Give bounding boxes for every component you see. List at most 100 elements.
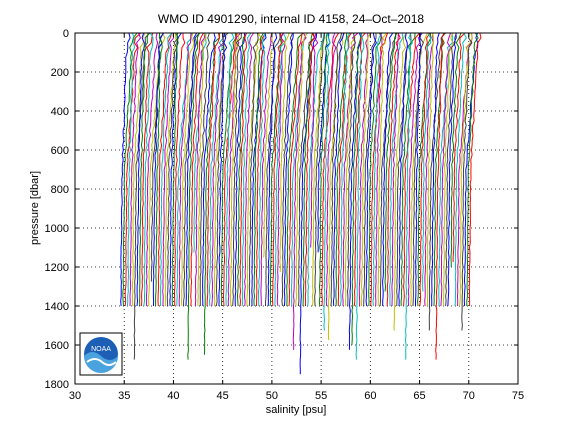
salinity-profile-line [173,32,186,306]
salinity-profile-line [236,32,248,307]
salinity-profile-line [355,32,365,360]
y-tick-label: 600 [51,145,69,157]
noaa-logo: NOAA [79,332,123,376]
salinity-profile-line [246,32,262,307]
salinity-profile-line [353,32,366,307]
y-tick-label: 1600 [45,340,69,352]
salinity-profile-line [248,32,259,307]
salinity-profile-line [155,32,163,306]
salinity-profile-line [276,32,286,307]
x-tick-label: 55 [315,390,327,402]
salinity-profile-line [171,32,179,307]
salinity-profile-line [157,32,173,307]
salinity-profile-line [129,32,142,307]
salinity-profile-line [131,32,146,307]
salinity-profile-line [351,32,363,346]
salinity-profile-line [159,32,173,306]
salinity-profile-line [299,32,318,375]
salinity-profile-line [292,32,307,350]
salinity-profile-line [166,32,179,307]
y-tick-label: 1800 [45,379,69,391]
salinity-profile-line [445,32,457,307]
salinity-profile-line [127,32,136,307]
y-tick-label: 1200 [45,262,69,274]
salinity-profile-line [197,32,207,307]
salinity-profile-line [360,32,372,307]
salinity-profile-line [370,32,389,307]
salinity-profile-line [145,32,159,307]
salinity-profile-line [194,33,205,307]
salinity-profile-line [344,32,356,307]
salinity-profile-line [375,32,383,307]
salinity-profile-line [260,32,273,306]
salinity-profile-line [283,32,294,307]
salinity-profile-line [452,32,466,263]
salinity-profile-line [365,32,377,307]
logo-text: NOAA [91,346,111,353]
salinity-profile-line [311,32,326,307]
chart-title: WMO ID 4901290, internal ID 4158, 24–Oct… [158,12,424,26]
salinity-profile-line [335,32,348,307]
salinity-profile-line [143,32,154,307]
salinity-profile-line [265,32,281,307]
salinity-profile-line [304,32,316,307]
salinity-profile-line [377,32,387,307]
salinity-profile-line [454,32,467,307]
salinity-profile-line [232,32,242,307]
salinity-profile-line [251,32,267,307]
salinity-profile-line [176,32,193,306]
salinity-profile-line [122,32,138,307]
salinity-profile-line [178,32,192,307]
salinity-profile-line [363,33,377,307]
salinity-profile-line [407,32,423,307]
salinity-profile-line [281,32,294,307]
salinity-profile-line [419,32,431,307]
y-tick-label: 1000 [45,223,69,235]
salinity-profile-line [241,32,252,307]
salinity-profile-line [239,32,247,307]
salinity-profile-line [314,32,326,307]
salinity-profile-line [202,32,216,306]
salinity-profile-line [379,32,397,307]
salinity-profile-line [222,32,238,307]
salinity-profile-line [339,32,351,307]
salinity-profile-line [450,32,462,268]
salinity-profile-line [133,32,151,360]
x-tick-label: 40 [167,390,179,402]
salinity-profile-line [463,32,479,307]
x-axis-ticks: 30 35 40 45 50 55 60 65 70 75 [69,33,524,402]
y-tick-label: 0 [63,28,69,40]
salinity-profile-line [124,32,141,307]
salinity-profile-line [180,32,195,307]
salinity-profile-line [295,32,308,307]
x-tick-label: 35 [118,390,130,402]
x-tick-label: 45 [217,390,229,402]
salinity-profile-line [255,32,267,307]
salinity-profile-line [229,32,240,307]
salinity-profile-line [440,32,452,307]
salinity-profile-line [384,32,398,292]
salinity-profile-line [274,32,287,307]
salinity-profile-line [318,32,328,307]
salinity-profile-line [393,32,407,331]
salinity-profile-line [396,32,412,307]
salinity-profile-line [257,32,266,307]
salinity-profile-line [148,32,166,307]
salinity-profile-line [415,32,422,306]
salinity-profile-line [139,32,149,307]
salinity-profile-line [141,32,153,307]
salinity-profile-line [211,32,225,307]
salinity-profile-line [206,32,221,307]
y-tick-label: 800 [51,184,69,196]
salinity-profile-line [391,32,400,307]
y-tick-label: 200 [51,67,69,79]
salinity-profile-line [288,32,303,307]
salinity-profile-line [424,32,434,307]
salinity-profile-line [330,32,343,307]
salinity-profile-line [438,32,454,307]
salinity-profile-line [468,32,482,306]
plot-frame [74,32,519,385]
salinity-profile-line [372,32,383,307]
salinity-profile-line [412,32,424,307]
